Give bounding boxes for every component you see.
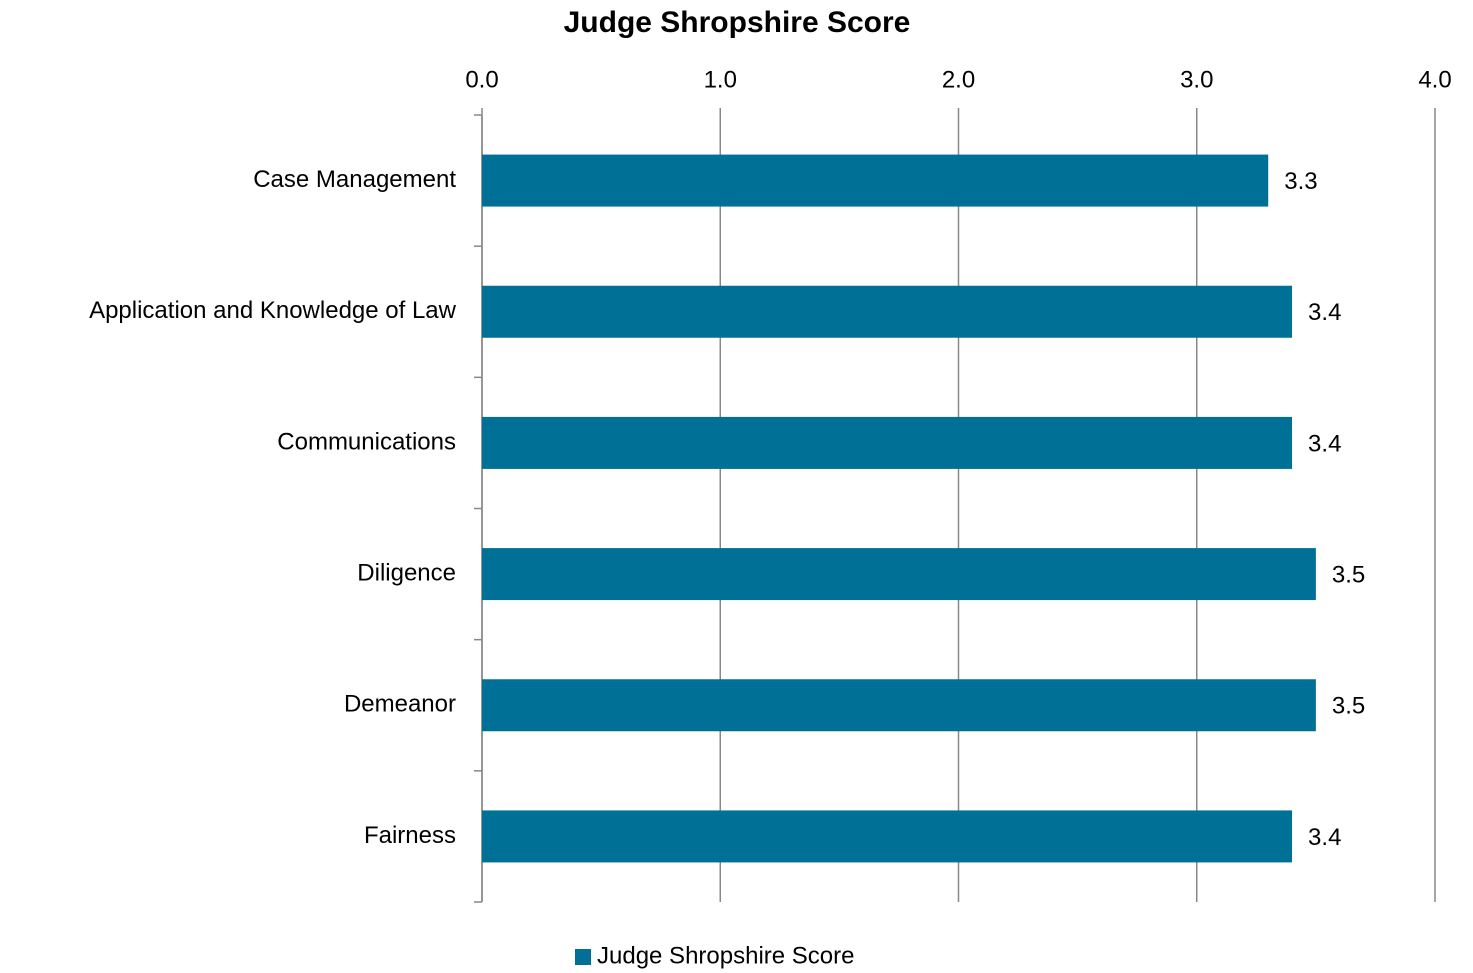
x-tick-label: 4.0 [1418, 66, 1451, 93]
bar [482, 679, 1316, 732]
bar [482, 416, 1293, 469]
y-tick-label: Demeanor [344, 691, 456, 718]
y-tick-label: Communications [277, 428, 456, 455]
x-tick-label: 2.0 [942, 66, 975, 93]
bar [482, 154, 1269, 207]
legend-swatch [575, 949, 591, 965]
x-tick-label: 1.0 [704, 66, 737, 93]
y-tick-label: Case Management [253, 166, 456, 193]
data-label: 3.3 [1284, 168, 1317, 195]
y-tick-label: Fairness [364, 822, 456, 849]
x-tick-label: 0.0 [465, 66, 498, 93]
chart-title: Judge Shropshire Score [564, 6, 911, 39]
bar [482, 810, 1293, 863]
x-tick-label: 3.0 [1180, 66, 1213, 93]
y-tick-label: Application and Knowledge of Law [89, 297, 457, 324]
bar [482, 548, 1316, 601]
data-label: 3.4 [1308, 430, 1341, 457]
legend-label: Judge Shropshire Score [597, 942, 854, 969]
data-label: 3.5 [1332, 693, 1365, 720]
data-label: 3.5 [1332, 561, 1365, 588]
bar [482, 285, 1293, 338]
data-label: 3.4 [1308, 824, 1341, 851]
y-tick-label: Diligence [357, 559, 456, 586]
data-label: 3.4 [1308, 299, 1341, 326]
